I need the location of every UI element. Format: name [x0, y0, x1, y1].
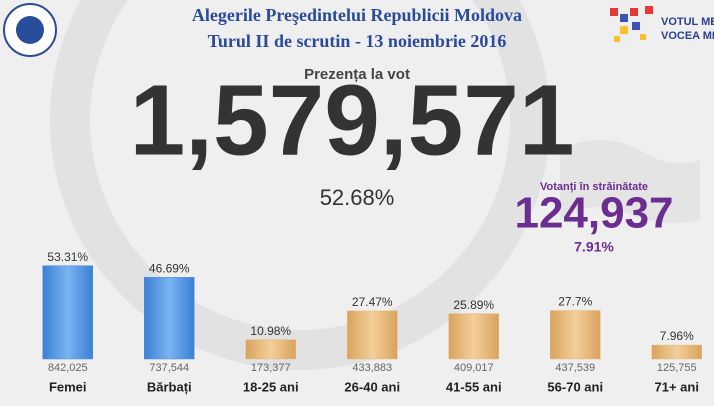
value-label: 10.98% — [250, 324, 291, 338]
category-label: 18-25 ani — [243, 379, 299, 394]
subtitle: Turul II de scrutin - 13 noiembrie 2016 — [208, 31, 507, 51]
bar — [42, 265, 93, 360]
value-label: 27.7% — [558, 295, 592, 309]
title: Alegerile Preşedintelui Republicii Moldo… — [192, 5, 522, 25]
bar — [144, 277, 195, 360]
value-label: 27.47% — [352, 295, 393, 309]
category-label: Femei — [49, 379, 87, 394]
brand-line: VOTUL MEU, — [661, 16, 714, 28]
value-label: 53.31% — [47, 250, 88, 264]
category-label: 41-55 ani — [446, 379, 502, 394]
bar — [347, 310, 398, 360]
brand-logo — [610, 6, 653, 42]
abroad-total: 124,937 — [514, 189, 673, 238]
bar — [448, 313, 499, 360]
brand-line: VOCEA MEA! — [661, 30, 714, 42]
watermark — [50, 0, 550, 370]
category-label: 26-40 ani — [344, 379, 400, 394]
category-label: 56-70 ani — [547, 379, 603, 394]
count-label: 842,025 — [48, 362, 88, 374]
count-label: 433,883 — [352, 362, 392, 374]
count-label: 173,377 — [251, 362, 291, 374]
count-label: 437,539 — [555, 362, 595, 374]
count-label: 409,017 — [454, 362, 494, 374]
turnout-label: Prezența la vot — [304, 66, 410, 83]
turnout-total: 1,579,571 — [130, 64, 575, 176]
abroad-percent: 7.91% — [574, 239, 614, 255]
bar — [245, 339, 296, 360]
bar — [651, 344, 702, 360]
turnout-percent: 52.68% — [320, 185, 395, 210]
abroad-label: Votanți în străinătate — [540, 181, 648, 193]
world-map — [560, 140, 700, 224]
value-label: 7.96% — [660, 329, 694, 343]
count-label: 737,544 — [149, 362, 189, 374]
value-label: 46.69% — [149, 261, 190, 275]
count-label: 125,755 — [657, 362, 697, 374]
bar-chart: 53.31% 842,025 Femei 46.69% 737,544 Bărbați 10… — [42, 250, 702, 394]
emblem-center — [16, 16, 44, 44]
value-label: 25.89% — [453, 298, 494, 312]
bar — [550, 310, 601, 360]
category-label: Bărbați — [147, 379, 192, 394]
category-label: 71+ ani — [655, 379, 699, 394]
